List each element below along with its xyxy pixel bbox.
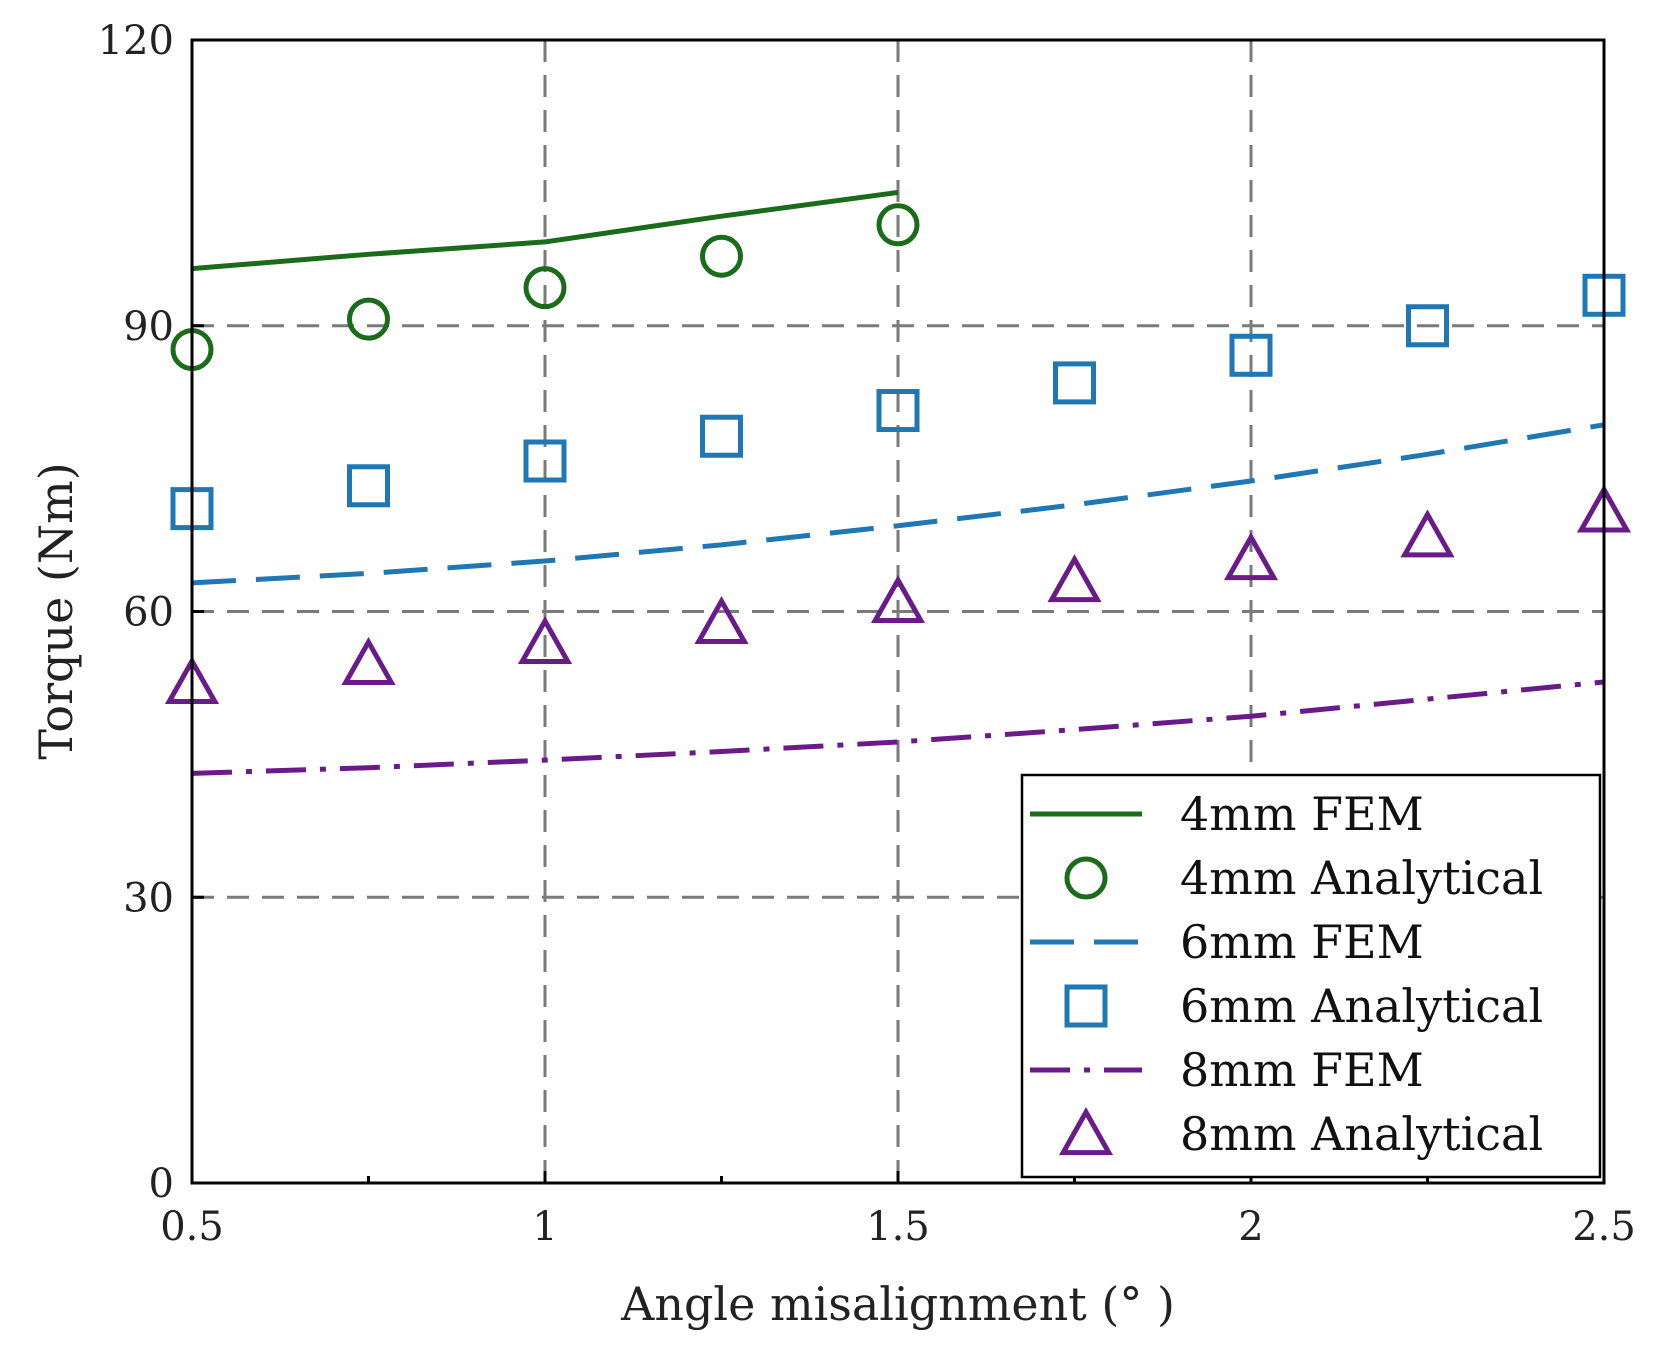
series-6mm-analytical xyxy=(170,273,1626,531)
data-point-6mm-analytical xyxy=(700,414,743,458)
series-line-8mm-fem xyxy=(191,679,1605,776)
legend-entry-6mm-analytical: 6mm Analytical xyxy=(1064,979,1543,1033)
legend-label-6mm-fem: 6mm FEM xyxy=(1180,915,1424,969)
data-point-4mm-analytical xyxy=(347,297,390,341)
x-tick-label: 2 xyxy=(1238,1204,1263,1250)
x-tick-label: 1.5 xyxy=(866,1204,930,1250)
data-point-8mm-analytical xyxy=(517,615,573,665)
legend-label-8mm-fem: 8mm FEM xyxy=(1180,1043,1424,1097)
data-point-6mm-analytical xyxy=(347,464,390,508)
legend-swatch-6mm-analytical xyxy=(1064,984,1108,1028)
data-point-8mm-analytical xyxy=(341,636,396,685)
y-tick-label: 90 xyxy=(123,304,174,350)
data-point-4mm-analytical xyxy=(523,266,567,310)
series-8mm-fem xyxy=(191,679,1605,776)
data-point-6mm-analytical xyxy=(523,439,567,483)
series-line-6mm-fem xyxy=(191,422,1605,586)
data-point-6mm-analytical xyxy=(876,389,920,433)
data-point-8mm-analytical xyxy=(870,575,926,624)
x-axis-title: Angle misalignment (° ) xyxy=(620,1277,1175,1331)
data-point-6mm-analytical xyxy=(1229,333,1273,377)
legend-box xyxy=(1020,773,1602,1179)
data-point-6mm-analytical xyxy=(1406,304,1449,348)
series-4mm-analytical xyxy=(170,203,920,372)
series-layer xyxy=(164,189,1632,776)
legend-swatch-4mm-analytical xyxy=(1064,856,1108,900)
axis-ticks: 0.5 1 1.5 2 2.5 0 30 60 90 120 xyxy=(98,18,1636,1250)
data-point-8mm-analytical xyxy=(694,595,749,645)
data-point-4mm-analytical xyxy=(700,234,743,278)
legend-swatch-8mm-analytical xyxy=(1058,1107,1114,1156)
series-8mm-analytical xyxy=(164,484,1632,705)
y-tick-label: 120 xyxy=(98,18,174,64)
y-tick-label: 0 xyxy=(149,1161,174,1207)
series-6mm-fem xyxy=(191,422,1605,586)
data-point-8mm-analytical xyxy=(1047,554,1102,603)
y-axis-title: Torque (Nm) xyxy=(29,462,83,759)
legend-entry-4mm-analytical: 4mm Analytical xyxy=(1064,851,1543,905)
y-tick-label: 30 xyxy=(123,875,174,921)
legend-label-6mm-analytical: 6mm Analytical xyxy=(1180,979,1543,1033)
legend-entry-6mm-fem: 6mm FEM xyxy=(1030,915,1424,969)
data-point-8mm-analytical xyxy=(1400,509,1455,558)
legend-label-8mm-analytical: 8mm Analytical xyxy=(1180,1107,1543,1161)
data-point-4mm-analytical xyxy=(876,203,920,247)
y-tick-label: 60 xyxy=(123,590,174,636)
legend-entry-8mm-fem: 8mm FEM xyxy=(1030,1043,1424,1097)
legend-label-4mm-analytical: 4mm Analytical xyxy=(1180,851,1543,905)
legend-label-4mm-fem: 4mm FEM xyxy=(1180,787,1424,841)
data-point-6mm-analytical xyxy=(1053,361,1096,405)
series-line-4mm-fem xyxy=(191,189,899,272)
legend-entry-8mm-analytical: 8mm Analytical xyxy=(1058,1107,1543,1161)
x-tick-label: 1 xyxy=(532,1204,557,1250)
legend-entry-4mm-fem: 4mm FEM xyxy=(1030,787,1424,841)
x-tick-label: 0.5 xyxy=(160,1204,224,1250)
x-tick-label: 2.5 xyxy=(1572,1204,1636,1250)
data-point-8mm-analytical xyxy=(1223,532,1279,581)
series-4mm-fem xyxy=(191,189,899,272)
legend: 4mm FEM 4mm Analytical 6mm FEM 6mm Analytic… xyxy=(1020,773,1602,1179)
